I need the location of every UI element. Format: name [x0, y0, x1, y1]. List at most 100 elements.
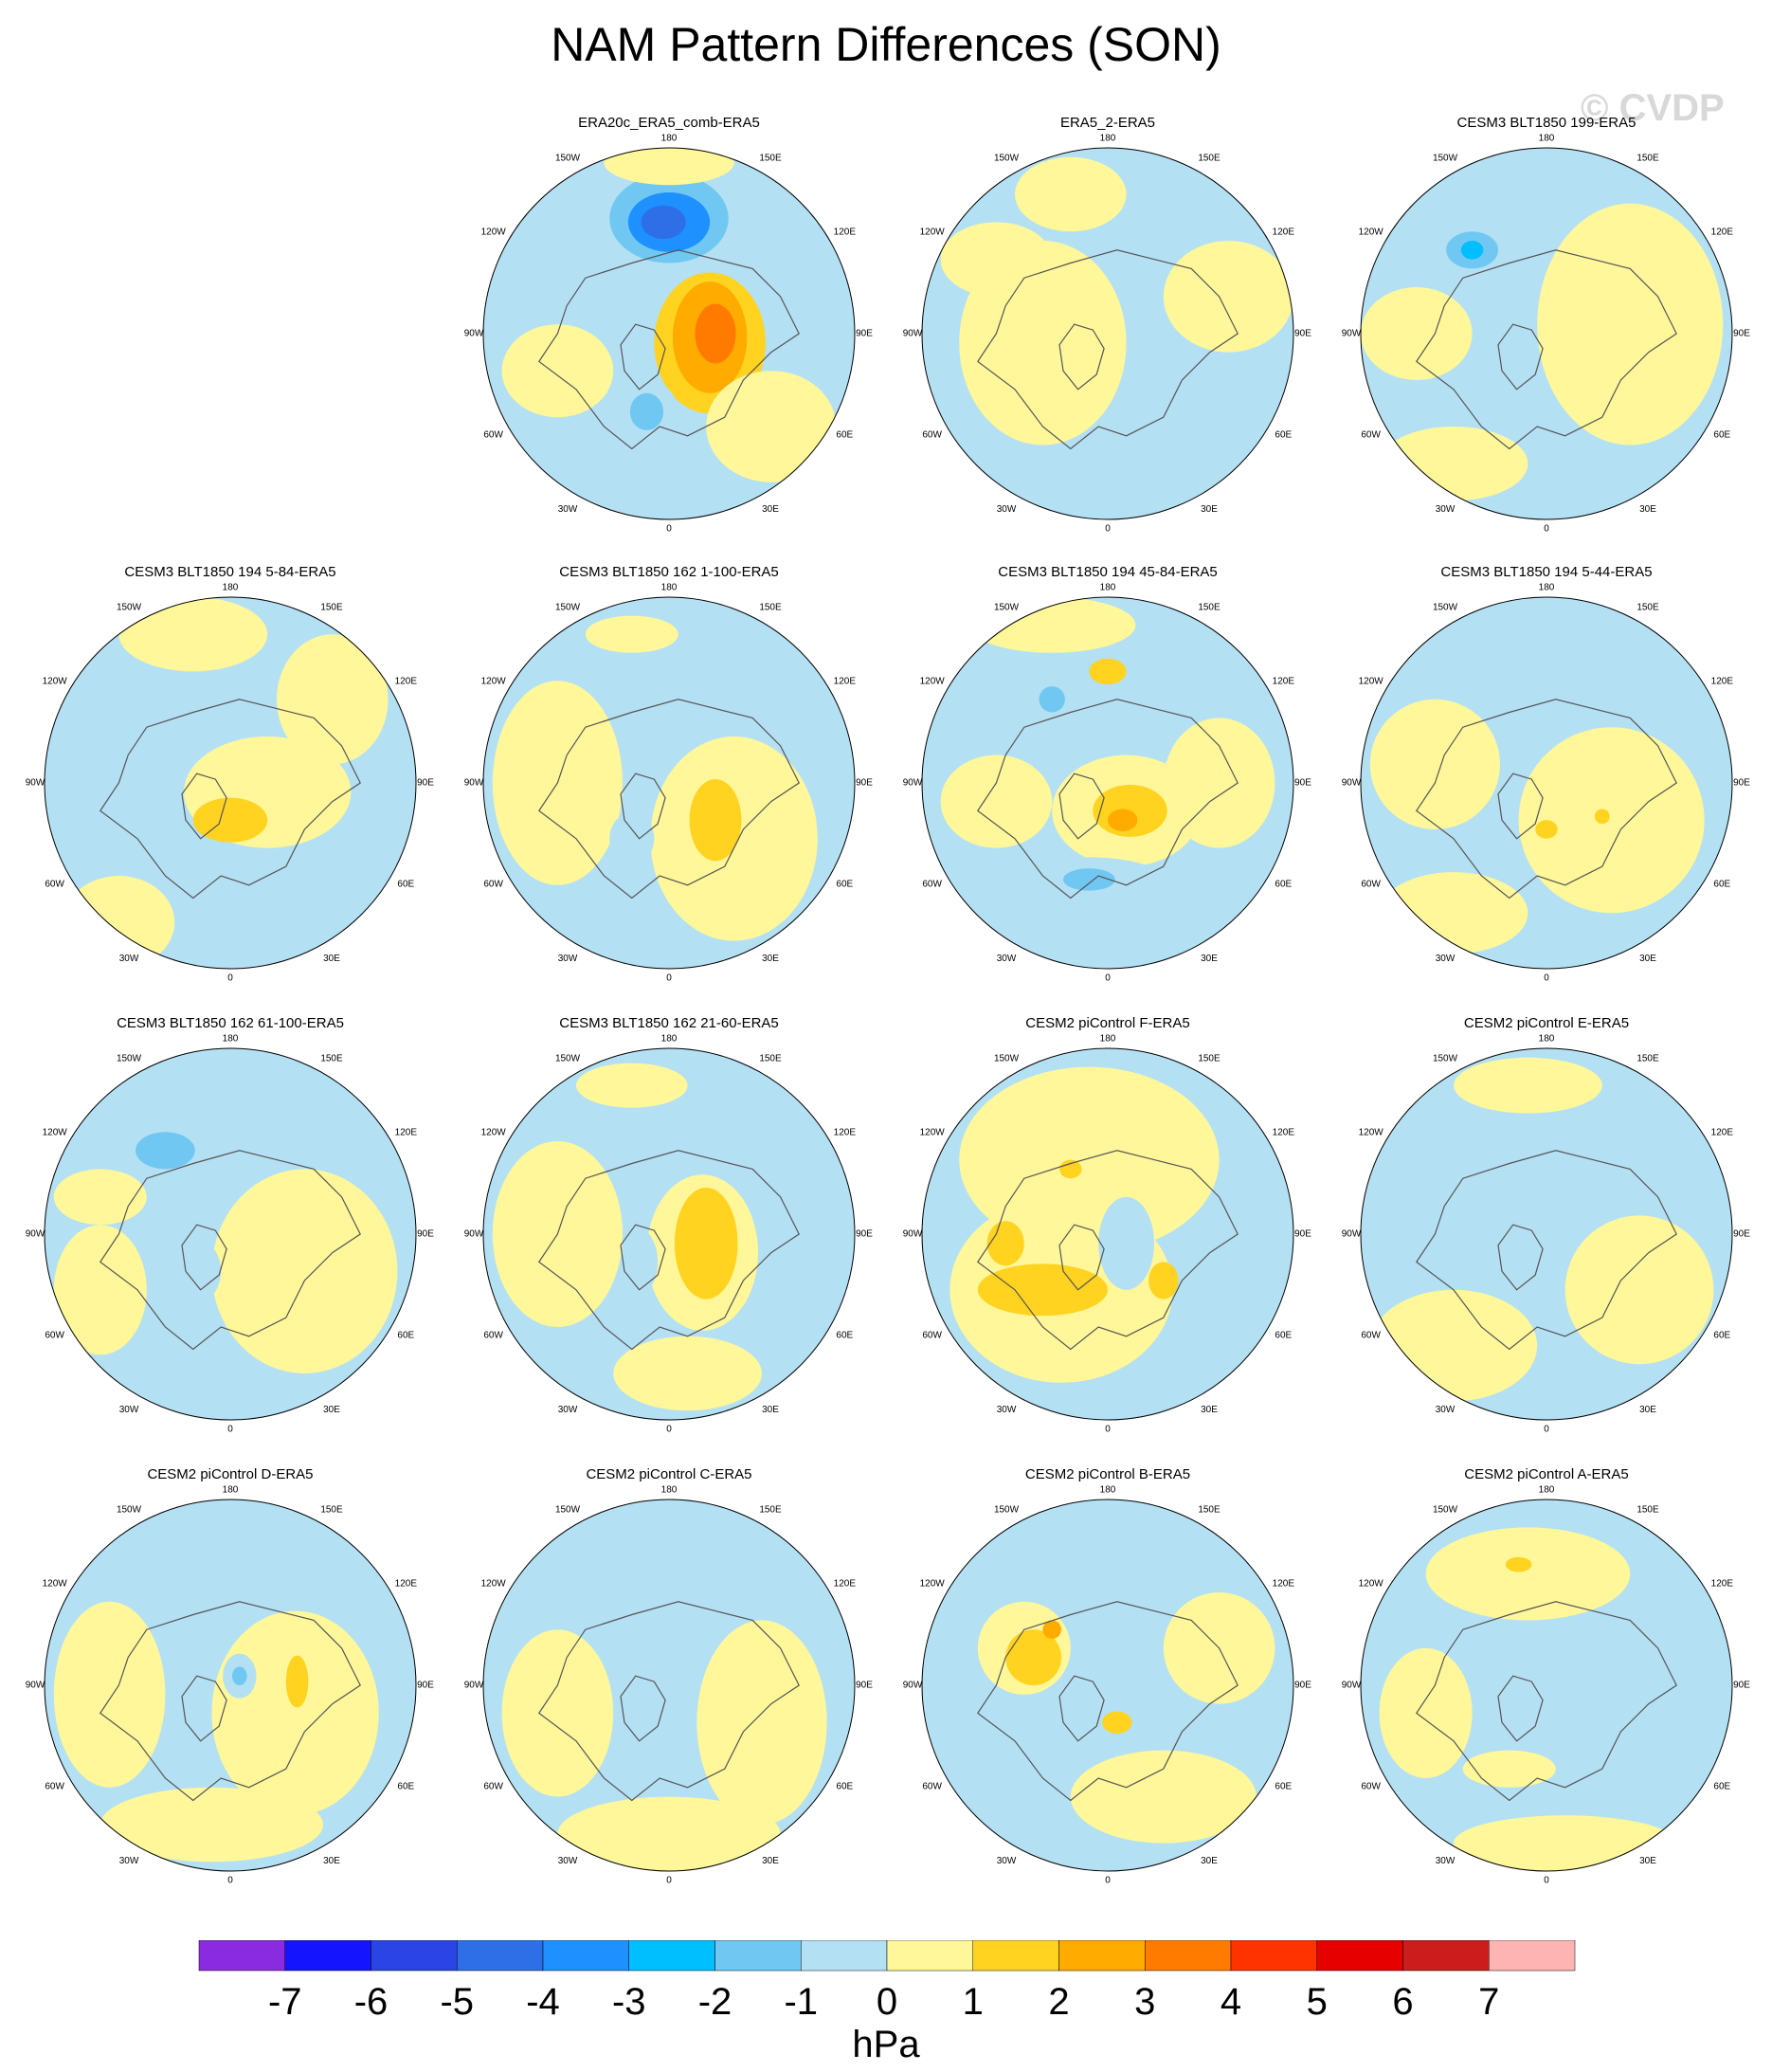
- longitude-label: 120W: [481, 1128, 507, 1138]
- map-panel: CESM2 piControl B-ERA5 180 150E 120E 90E 60E 3…: [903, 1466, 1312, 1886]
- coastline-greenland: [620, 772, 666, 840]
- longitude-label: 120E: [834, 677, 857, 687]
- longitude-label: 30W: [1436, 504, 1456, 515]
- longitude-label: 60E: [1713, 1782, 1730, 1792]
- map-panel: ERA5_2-ERA5 180 150E 120E 90E 60E 30E 0 30W 60W 90…: [903, 115, 1312, 535]
- colorbar-swatch: [371, 1940, 458, 1972]
- longitude-label: 120W: [481, 677, 507, 687]
- watermark: © CVDP: [1581, 87, 1725, 129]
- map-panel: CESM2 piControl E-ERA5 180 150E 120E 90E 60E 3…: [1342, 1015, 1751, 1435]
- anomaly-field: [1361, 1048, 1732, 1420]
- longitude-label: 30W: [558, 1405, 578, 1415]
- contour-region: [1518, 727, 1705, 914]
- page-title: NAM Pattern Differences (SON): [551, 18, 1221, 71]
- longitude-label: 150E: [320, 1504, 343, 1515]
- longitude-label: 30W: [558, 504, 578, 515]
- longitude-label: 150W: [994, 602, 1020, 612]
- longitude-label: 180: [223, 1034, 239, 1045]
- contour-region: [1454, 1057, 1602, 1114]
- coastline: [1415, 699, 1677, 900]
- coastline-greenland: [1058, 1224, 1105, 1291]
- longitude-label: 150E: [759, 1053, 782, 1063]
- colorbar-tick-label: -1: [784, 1981, 818, 2023]
- longitude-label: 0: [1544, 524, 1549, 535]
- contour-region: [165, 1237, 222, 1305]
- coastline-greenland: [181, 1224, 227, 1291]
- colorbar-tick-label: 4: [1221, 1981, 1241, 2023]
- coastline-greenland: [1497, 323, 1544, 391]
- longitude-label: 150W: [117, 1504, 142, 1515]
- longitude-label: 90W: [903, 1229, 923, 1240]
- longitude-label: 90E: [1733, 329, 1750, 339]
- longitude-label: 30E: [1639, 1856, 1656, 1866]
- map-panel: CESM2 piControl D-ERA5 180 150E 120E 90E 60E 3…: [26, 1466, 435, 1886]
- longitude-label: 60E: [836, 1331, 853, 1341]
- map-panel: CESM3 BLT1850 162 61-100-ERA5 180 150E 120E…: [26, 1015, 435, 1435]
- longitude-label: 150W: [117, 602, 142, 612]
- contour-region: [1535, 820, 1558, 839]
- longitude-label: 0: [666, 1876, 672, 1886]
- longitude-label: 30W: [119, 954, 139, 964]
- contour-region: [613, 1336, 762, 1411]
- contour-region: [130, 695, 183, 740]
- longitude-label: 150E: [1636, 602, 1659, 612]
- contour-region: [977, 1263, 1108, 1317]
- longitude-label: 0: [1105, 524, 1111, 535]
- longitude-label: 0: [1105, 1876, 1111, 1886]
- contour-region: [706, 371, 837, 482]
- contour-region: [629, 392, 664, 430]
- contour-region: [53, 1225, 147, 1355]
- map-border: [921, 1499, 1294, 1872]
- longitude-label: 120W: [920, 227, 946, 238]
- anomaly-field: [922, 1048, 1293, 1420]
- longitude-label: 60E: [1275, 430, 1292, 441]
- longitude-label: 60W: [483, 880, 503, 890]
- contour-region: [136, 1132, 195, 1170]
- coastline: [537, 1150, 800, 1351]
- coastline-greenland: [1058, 1675, 1105, 1742]
- longitude-label: 0: [1544, 1876, 1549, 1886]
- anomaly-field: [45, 597, 416, 969]
- longitude-label: 90W: [903, 329, 923, 339]
- colorbar-tick-label: 0: [877, 1981, 897, 2023]
- longitude-label: 150W: [1433, 602, 1458, 612]
- anomaly-field: [45, 1499, 416, 1871]
- longitude-label: 60W: [1361, 430, 1381, 441]
- panel-title: CESM2 piControl B-ERA5: [1025, 1466, 1190, 1482]
- longitude-label: 90E: [1294, 1229, 1311, 1240]
- longitude-label: 120W: [481, 1579, 507, 1590]
- longitude-label: 30E: [1639, 954, 1656, 964]
- coastline-greenland: [620, 323, 666, 391]
- panel-title: CESM3 BLT1850 162 1-100-ERA5: [559, 564, 779, 580]
- map-panel: CESM3 BLT1850 199-ERA5 180 150E 120E 90E 60E 3…: [1342, 115, 1751, 535]
- coastline-greenland: [620, 1224, 666, 1291]
- longitude-label: 150W: [1433, 1504, 1458, 1515]
- map-border: [921, 596, 1294, 970]
- contour-region: [1148, 1262, 1179, 1300]
- coastline: [976, 1150, 1239, 1351]
- longitude-label: 30W: [119, 1405, 139, 1415]
- contour-region: [1098, 1196, 1154, 1290]
- longitude-label: 120E: [1273, 677, 1295, 687]
- longitude-label: 120E: [1273, 1128, 1295, 1138]
- coastline-greenland: [1497, 772, 1544, 840]
- longitude-label: 150W: [555, 153, 581, 163]
- colorbar-tick-label: -7: [268, 1981, 302, 2023]
- longitude-label: 30E: [1639, 1405, 1656, 1415]
- longitude-label: 150E: [1198, 602, 1221, 612]
- coastline-greenland: [620, 1675, 666, 1742]
- contour-region: [192, 797, 268, 843]
- longitude-label: 120E: [834, 227, 857, 238]
- panel-title: CESM2 piControl F-ERA5: [1025, 1015, 1189, 1031]
- contour-region: [1425, 1527, 1631, 1621]
- longitude-label: 90E: [856, 1229, 873, 1240]
- anomaly-field: [483, 148, 855, 519]
- colorbar: -7 -6 -5 -4 -3 -2 -1 0 1 2 3 4 5 6 7: [198, 1940, 1576, 2023]
- longitude-label: 60W: [1361, 1331, 1381, 1341]
- contour-region: [211, 1169, 398, 1373]
- longitude-label: 0: [227, 1876, 233, 1886]
- longitude-label: 30W: [1436, 1856, 1456, 1866]
- panel-title: CESM3 BLT1850 194 5-44-ERA5: [1440, 564, 1652, 580]
- longitude-label: 150E: [759, 602, 782, 612]
- anomaly-field: [483, 597, 855, 969]
